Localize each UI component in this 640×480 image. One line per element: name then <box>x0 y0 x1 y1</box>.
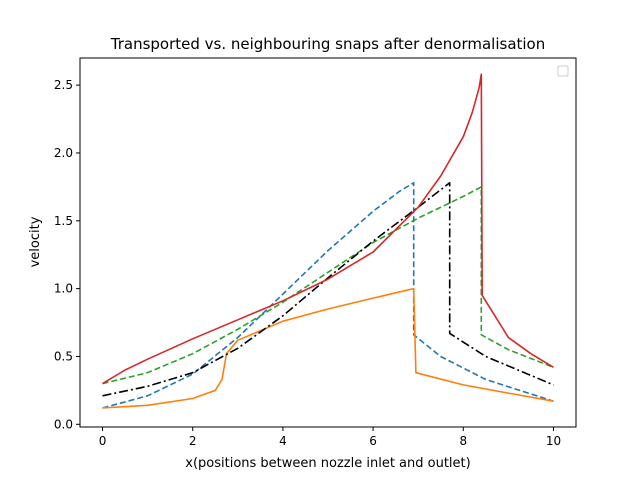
y-tick-label: 0.0 <box>54 417 73 431</box>
y-tick-label: 2.5 <box>54 78 73 92</box>
x-axis-label: x(positions between nozzle inlet and out… <box>185 456 470 471</box>
series-line-5 <box>102 73 554 385</box>
series-line-2 <box>102 287 554 409</box>
x-tick-label: 0 <box>99 434 107 448</box>
series-line-1 <box>102 182 554 409</box>
x-tick-label: 2 <box>189 434 197 448</box>
x-tick-label: 10 <box>546 434 561 448</box>
plot-frame <box>79 57 577 428</box>
x-tick-label: 4 <box>279 434 287 448</box>
y-tick-label: 2.0 <box>54 146 73 160</box>
series-line-4 <box>102 182 554 397</box>
series-line-3 <box>102 186 554 385</box>
legend-box <box>557 65 569 77</box>
series-layer <box>102 73 554 409</box>
x-tick-label: 6 <box>369 434 377 448</box>
y-axis-label: velocity <box>28 216 43 267</box>
axis-layer: 0 2 4 6 8 10 0.0 0.5 1.0 1.5 2.0 2.5 <box>54 78 561 448</box>
x-tick-label: 8 <box>459 434 467 448</box>
y-tick-label: 0.5 <box>54 349 73 363</box>
chart-title: Transported vs. neighbouring snaps after… <box>110 35 546 53</box>
y-tick-label: 1.5 <box>54 214 73 228</box>
y-tick-label: 1.0 <box>54 282 73 296</box>
